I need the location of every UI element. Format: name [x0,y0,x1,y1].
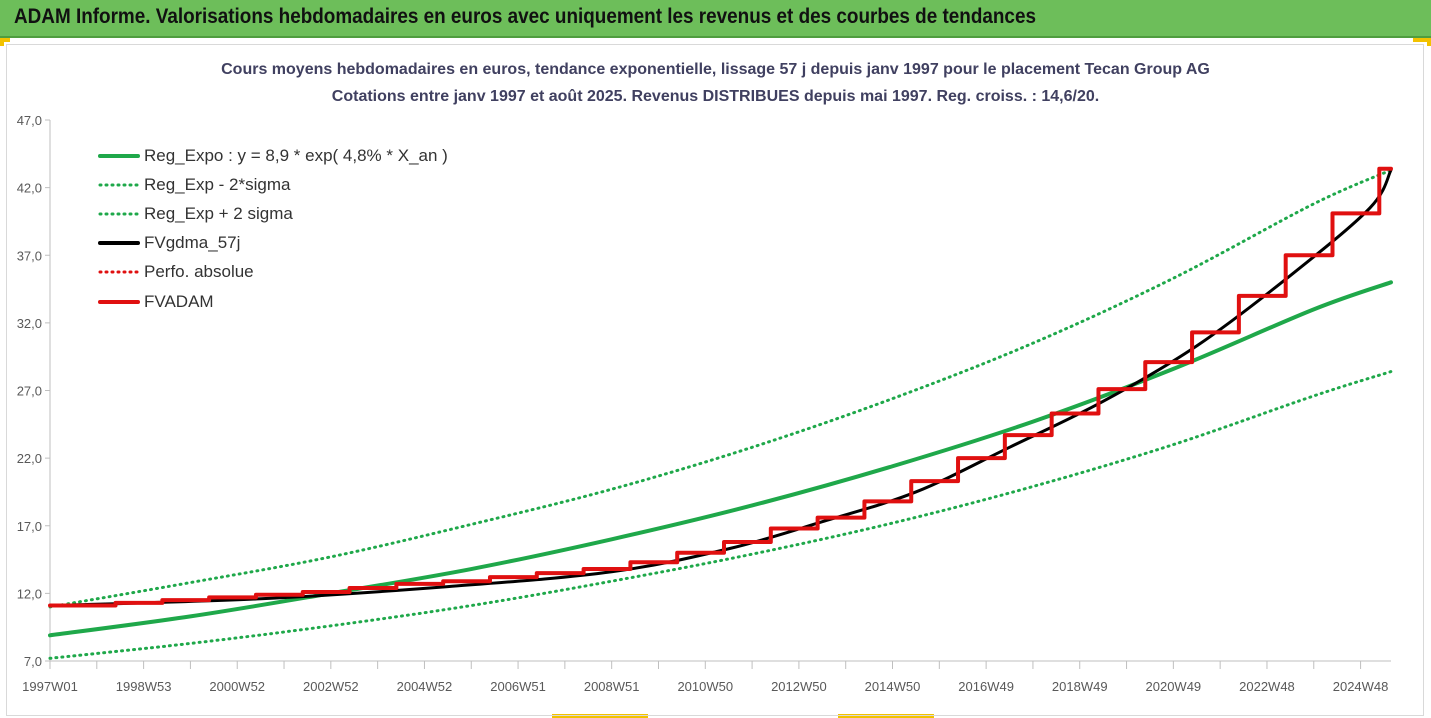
x-tick-label: 2004W52 [397,679,453,694]
frame-corner-right [1413,38,1431,46]
reg-exp-plus-2sigma-line [48,168,1393,609]
legend-label: FVgdma_57j [144,233,241,253]
y-tick-label: 32,0 [17,316,42,331]
legend-swatch [98,241,140,246]
x-tick-label: 2020W49 [1146,679,1202,694]
x-tick-label: 2002W52 [303,679,359,694]
x-tick-label: 2024W48 [1333,679,1389,694]
x-tick-label: 2016W49 [958,679,1014,694]
fvgdma-57j-line [48,168,1393,608]
chart-title: Cours moyens hebdomadaires en euros, ten… [221,61,1210,78]
bottom-marker-left [552,714,648,718]
bottom-marker-right [838,714,934,718]
fvadam-line [48,166,1393,608]
y-tick-label: 17,0 [17,519,42,534]
y-tick-label: 37,0 [17,248,42,263]
legend-swatch [98,183,140,187]
legend-perfo-absolue: Perfo. absolue [98,258,448,287]
y-tick-label: 7,0 [24,654,42,669]
y-tick-label: 42,0 [17,181,42,196]
x-tick-label: 1997W01 [22,679,78,694]
legend-label: Reg_Exp + 2 sigma [144,203,293,223]
legend-swatch [98,270,140,274]
x-tick-label: 2008W51 [584,679,640,694]
reg-exp-minus-2sigma-line [48,370,1393,660]
legend-swatch [98,212,140,216]
legend-fvgdma: FVgdma_57j [98,229,448,258]
y-tick-label: 22,0 [17,451,42,466]
x-tick-label: 2010W50 [677,679,733,694]
y-tick-label: 47,0 [17,113,42,128]
report-header-bar: ADAM Informe. Valorisations hebdomadaire… [0,0,1431,38]
y-tick-label: 27,0 [17,384,42,399]
legend-label: Reg_Expo : y = 8,9 * exp( 4,8% * X_an ) [144,145,448,165]
x-tick-label: 2006W51 [490,679,546,694]
reg-expo-line [48,280,1393,638]
x-tick-label: 1998W53 [116,679,172,694]
legend-label: FVADAM [144,291,214,311]
x-tick-label: 2012W50 [771,679,827,694]
legend-swatch [98,153,140,158]
legend-label: Perfo. absolue [144,262,254,282]
legend-reg-exp-minus: Reg_Exp - 2*sigma [98,170,448,199]
legend-label: Reg_Exp - 2*sigma [144,174,291,194]
legend-reg-expo: Reg_Expo : y = 8,9 * exp( 4,8% * X_an ) [98,141,448,170]
x-tick-label: 2022W48 [1239,679,1295,694]
chart-subtitle: Cotations entre janv 1997 et août 2025. … [331,88,1100,105]
x-tick-label: 2000W52 [209,679,265,694]
frame-corner-left [0,38,10,46]
x-tick-label: 2014W50 [865,679,921,694]
legend-reg-exp-plus: Reg_Exp + 2 sigma [98,199,448,228]
y-tick-label: 12,0 [17,586,42,601]
legend-fvadam: FVADAM [98,287,448,316]
chart-legend: Reg_Expo : y = 8,9 * exp( 4,8% * X_an ) R… [98,141,448,316]
chart-area [6,44,1424,716]
x-tick-label: 2018W49 [1052,679,1108,694]
report-title: ADAM Informe. Valorisations hebdomadaire… [14,5,1036,28]
legend-swatch [98,299,140,304]
